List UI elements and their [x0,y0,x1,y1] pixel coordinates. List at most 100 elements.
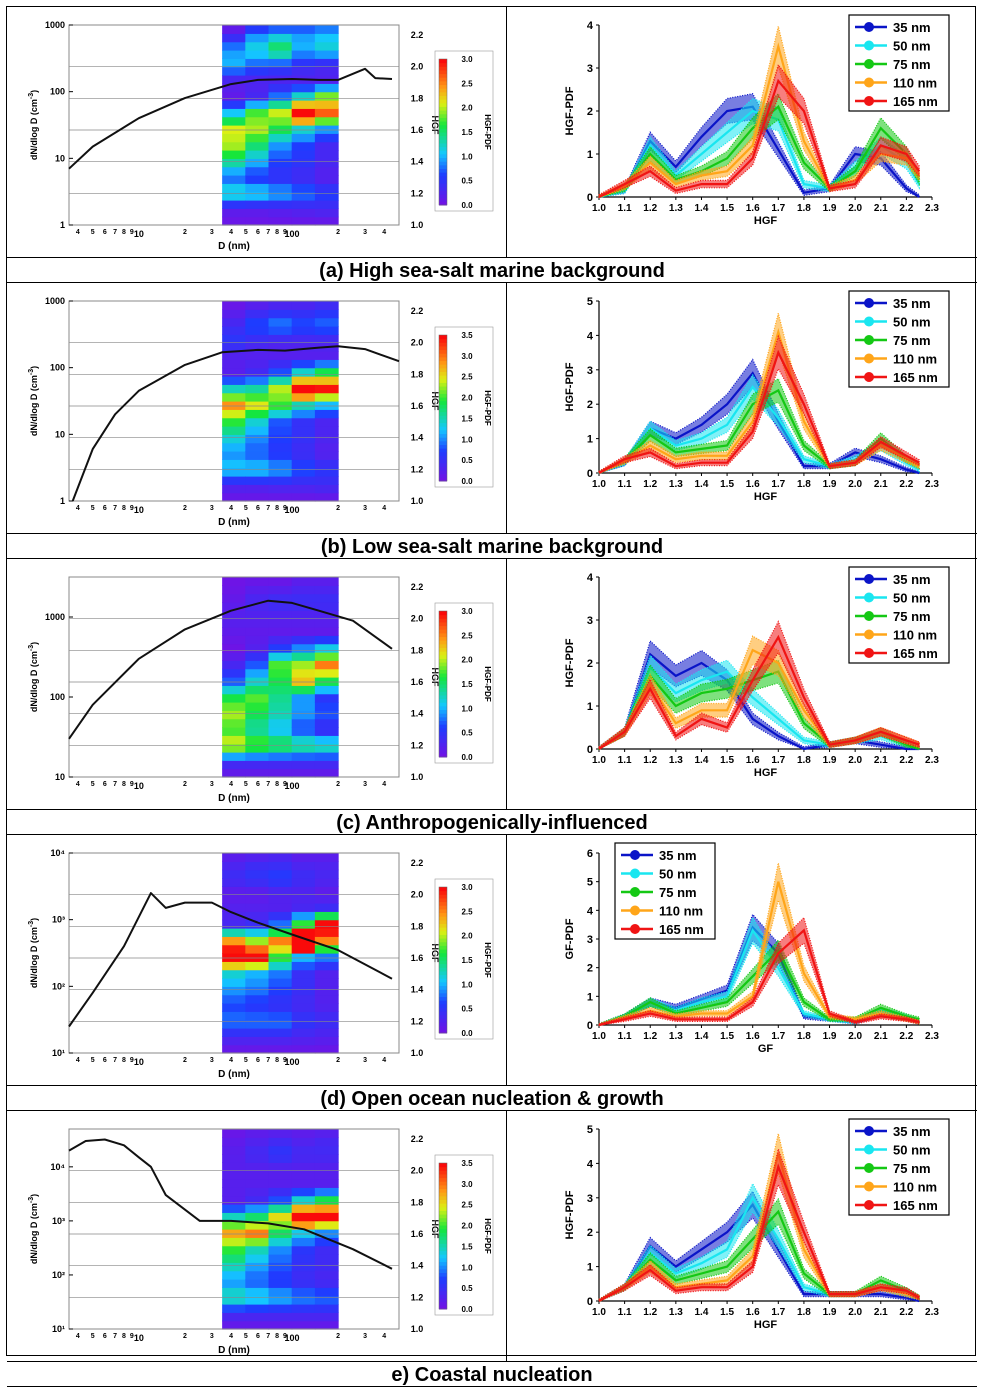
size-distribution-chart: 1.0 1.2 1.4 1.6 1.8 2.0 2.2 10¹ 10² 10³ 10⁴ 10 100 4 5… [28,848,494,1080]
colorbar-segment [439,960,447,965]
heatmap-cell [314,66,339,76]
heatmap-cell [222,392,246,402]
heatmap-cell [291,660,316,670]
heatmap-cell [314,1204,339,1213]
heatmap-cell [314,928,339,937]
colorbar-segment [439,702,447,707]
series-band [598,334,920,474]
y-tick-label: 2 [587,1227,593,1239]
x-minor-label: 3 [210,1333,214,1340]
heatmap-cell [291,1019,316,1029]
colorbar-segment [439,397,447,402]
y-axis-title: dN/dlog D (cm-3) [28,642,39,712]
heatmap-cell [291,392,316,402]
heatmap-cell [222,961,246,971]
heatmap-cell [314,467,339,477]
hgf-pdf-chart: 0 1 2 3 4 5 1.0 1.1 1.2 1.3 1.4 1.5 1.6 1.7 1.8 1.9 2.0 2… [564,1118,950,1331]
colorbar-segment [439,95,447,100]
heatmap-cell [245,141,270,151]
colorbar-segment [439,1261,447,1266]
x-tick-label: 1.0 [592,755,606,766]
heatmap-cell [245,652,270,661]
x-tick-label: 2.2 [899,1307,913,1318]
x-minor-label: 3 [363,505,367,512]
x-minor-label: 9 [130,781,134,788]
heatmap-cell [291,1003,316,1012]
x-tick-label: 1.9 [823,203,837,214]
heatmap-cell [222,878,246,887]
heatmap-cell [222,1170,246,1180]
colorbar-title: HGF-PDF [483,1218,492,1254]
heatmap-cell [268,894,293,904]
heatmap-cell [268,166,293,176]
x-minor-label: 6 [103,505,107,512]
heatmap-cell [222,1312,246,1322]
y-axis-title-end: ) [29,1194,39,1197]
heatmap-cell [245,467,270,477]
heatmap-cell [268,83,293,93]
hgf-tick-label: 1.8 [411,1197,424,1207]
heatmap-cell [314,1212,339,1222]
colorbar-segment [439,69,447,75]
x-minor-label: 6 [256,505,260,512]
colorbar-segment [439,183,447,188]
heatmap-cell [245,953,270,962]
y-tick-label: 1 [587,1262,593,1274]
series-line [598,928,920,1027]
colorbar-segment [439,132,447,137]
heatmap-cell [222,301,246,310]
heatmap-cell [314,869,339,879]
heatmap-cell [291,158,316,168]
heatmap-cell [268,861,293,871]
heatmap-cell [314,911,339,921]
colorbar-segment [439,1232,447,1237]
heatmap-cell [314,618,339,628]
colorbar-tick-label: 2.5 [461,1201,473,1210]
legend-label: 35 nm [893,1124,931,1139]
y-tick-label: 4 [587,905,594,917]
heatmap-cell [222,367,246,377]
heatmap-cell [291,1262,316,1272]
heatmap-cell [245,409,270,419]
heatmap-cell [222,752,246,761]
heatmap-cell [222,602,246,611]
x-tick-label: 1.0 [592,1031,606,1042]
heatmap-cell [268,1320,293,1330]
heatmap-cell [222,150,246,159]
heatmap-cell [268,986,293,996]
x-tick-label: 1.5 [720,755,734,766]
heatmap-cell [268,635,293,645]
hgf-tick-label: 1.2 [411,1016,424,1026]
heatmap-cell [245,417,270,427]
heatmap-cell [245,1019,270,1029]
heatmap-cell [268,702,293,711]
x-axis-title: D (nm) [218,1069,250,1080]
colorbar-tick-label: 1.5 [461,956,473,965]
heatmap-cell [245,158,270,168]
panel-caption: (a) High sea-salt marine background [319,260,665,282]
colorbar-segment [439,956,447,961]
colorbar-segment [439,1287,447,1292]
legend-label: 50 nm [893,315,931,330]
x-tick-label: 1.5 [720,1031,734,1042]
y-tick-label: 10² [52,1270,65,1280]
heatmap-cell [222,1003,246,1012]
heatmap-cell [314,426,339,435]
x-axis-title: D (nm) [218,241,250,252]
heatmap-cell [222,635,246,645]
colorbar-segment [439,1195,447,1200]
heatmap-cell [222,191,246,201]
colorbar-segment [439,1225,447,1230]
y-axis-title-exponent: -3 [28,645,35,651]
heatmap-cell [245,1195,270,1205]
heatmap-cell [268,125,293,134]
heatmap-cell [222,577,246,586]
legend-marker [864,59,874,69]
heatmap-cell [291,434,316,444]
legend-label: 35 nm [893,296,931,311]
x-tick-label: 1.6 [746,203,760,214]
colorbar-segment [439,375,447,380]
heatmap-cell [245,216,270,226]
heatmap-cell [314,125,339,134]
heatmap-cell [314,1270,339,1280]
